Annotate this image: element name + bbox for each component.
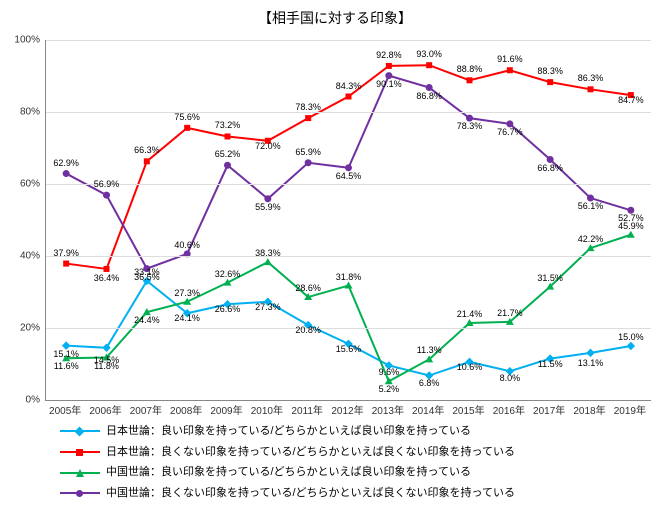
legend: 日本世論：良い印象を持っている/どちらかといえば良い印象を持っている日本世論：良… [60,420,515,505]
x-tick: 2014年 [412,402,444,417]
chart-title: 【相手国に対する印象】 [0,0,670,32]
y-tick: 40% [0,251,40,262]
plot-area: 15.1%14.5%33.1%24.1%26.6%27.3%20.8%15.6%… [45,40,651,401]
x-tick: 2018年 [573,402,605,417]
x-tick: 2007年 [130,402,162,417]
y-tick: 60% [0,179,40,190]
y-tick: 100% [0,35,40,46]
x-tick: 2013年 [372,402,404,417]
legend-label: 中国世論：良くない印象を持っている/どちらかといえば良くない印象を持っている [106,484,515,503]
x-tick: 2012年 [331,402,363,417]
x-tick: 2008年 [170,402,202,417]
legend-item: 中国世論：良い印象を持っている/どちらかといえば良い印象を持っている [60,463,515,482]
x-tick: 2019年 [614,402,646,417]
x-tick: 2016年 [493,402,525,417]
y-tick: 80% [0,107,40,118]
legend-item: 日本世論：良い印象を持っている/どちらかといえば良い印象を持っている [60,422,515,441]
legend-item: 日本世論：良くない印象を持っている/どちらかといえば良くない印象を持っている [60,443,515,462]
legend-item: 中国世論：良くない印象を持っている/どちらかといえば良くない印象を持っている [60,484,515,503]
legend-label: 日本世論：良い印象を持っている/どちらかといえば良い印象を持っている [106,422,471,441]
x-tick: 2017年 [533,402,565,417]
x-tick: 2010年 [251,402,283,417]
x-tick: 2009年 [210,402,242,417]
x-tick: 2005年 [49,402,81,417]
y-tick: 0% [0,395,40,406]
legend-label: 日本世論：良くない印象を持っている/どちらかといえば良くない印象を持っている [106,443,515,462]
x-tick: 2006年 [89,402,121,417]
x-tick: 2011年 [291,402,323,417]
legend-label: 中国世論：良い印象を持っている/どちらかといえば良い印象を持っている [106,463,471,482]
x-tick: 2015年 [452,402,484,417]
y-tick: 20% [0,323,40,334]
